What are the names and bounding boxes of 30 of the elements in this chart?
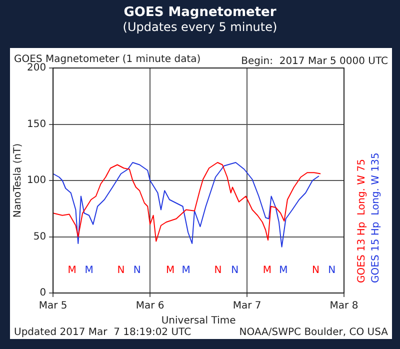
chart-subtitle: (Updates every 5 minute) (122, 20, 278, 35)
text: GOES 15 Hp Long. W 135 (370, 152, 382, 283)
annotation: N (214, 265, 222, 276)
x-tick-label: Mar 6 (136, 300, 164, 312)
annotation: N (231, 265, 239, 276)
chart-title: GOES Magnetometer (122, 4, 278, 20)
x-tick-label: Mar 8 (330, 300, 358, 312)
annotation: M (166, 265, 175, 276)
y-tick-label: 100 (26, 175, 46, 186)
text: Updated 2017 Mar 7 18:19:02 UTC (14, 327, 192, 338)
text: GOES 13 Hp Long. W 75 (356, 159, 368, 283)
y-tick-label: 50 (33, 231, 46, 242)
annotation: N (328, 265, 336, 276)
x-tick-label: Mar 5 (38, 300, 68, 312)
annotation: M (68, 265, 76, 276)
y-axis-title: NanoTesla (nT) (12, 143, 24, 218)
annotation: N (117, 265, 125, 276)
annotation: M (182, 265, 190, 276)
x-tick-label: Mar 7 (232, 300, 262, 312)
annotation: N (312, 265, 320, 276)
y-tick-label: 150 (26, 118, 46, 130)
y-tick-label: 0 (40, 288, 46, 299)
text: Begin: 2017 Mar 5 0000 UTC (241, 56, 388, 67)
annotation: M (279, 265, 288, 276)
annotation: M (262, 265, 272, 276)
x-axis-title: Universal Time (161, 316, 236, 327)
text: NOAA/SWPC Boulder, CO USA (239, 327, 388, 338)
y-tick-label: 200 (26, 62, 46, 74)
annotation: N (133, 265, 141, 276)
annotation: M (84, 265, 94, 276)
